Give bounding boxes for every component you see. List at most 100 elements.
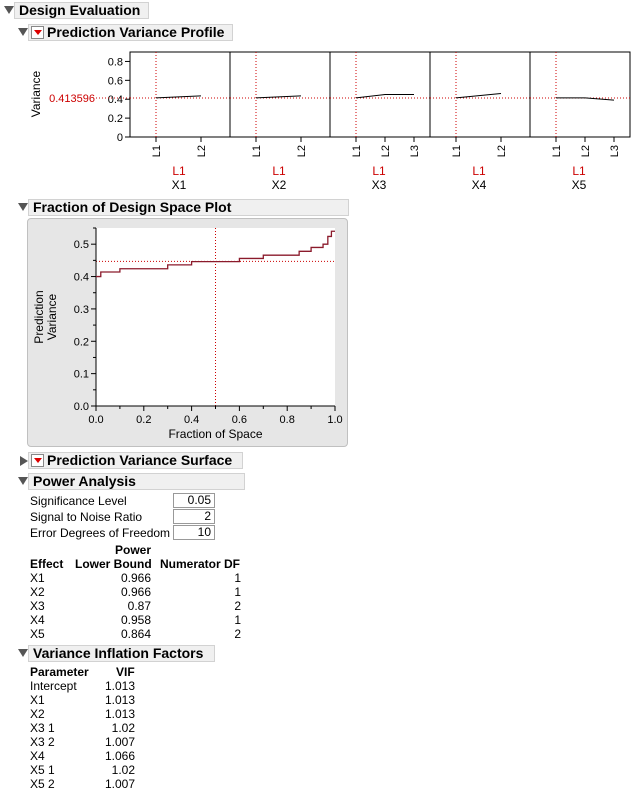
profile-x-tick-label: L1 bbox=[451, 145, 463, 157]
vif-parameter-cell: X5 1 bbox=[30, 763, 55, 777]
power-lower-bound-cell: 0.864 bbox=[120, 627, 151, 641]
profile-panel bbox=[229, 51, 331, 138]
vif-value-cell: 1.013 bbox=[104, 707, 135, 721]
numerator-df-column-header: Numerator DF bbox=[160, 557, 241, 571]
profile-factor-current: L1 bbox=[572, 164, 586, 178]
profile-trace bbox=[556, 97, 615, 101]
profile-panel bbox=[429, 51, 531, 138]
profile-y-tick-label: 0 bbox=[117, 132, 123, 144]
expand-triangle-icon[interactable] bbox=[20, 456, 28, 466]
design-evaluation-header[interactable]: Design Evaluation bbox=[14, 2, 149, 19]
vif-value-cell: 1.02 bbox=[111, 721, 135, 735]
power-effect-cell: X4 bbox=[30, 613, 45, 627]
profile-x-tick-label: L2 bbox=[296, 145, 308, 157]
profile-x-tick-label: L1 bbox=[251, 145, 263, 157]
red-menu-icon[interactable] bbox=[31, 454, 44, 467]
vif-parameter-cell: X1 bbox=[30, 693, 45, 707]
vif-parameter-cell: X2 bbox=[30, 707, 45, 721]
profile-x-tick-label: L3 bbox=[609, 145, 621, 157]
collapse-triangle-icon[interactable] bbox=[18, 477, 28, 485]
fds-x-tick-label: 0.0 bbox=[88, 414, 103, 426]
fds-x-axis-label: Fraction of Space bbox=[168, 427, 262, 441]
section-title: Fraction of Design Space Plot bbox=[33, 199, 232, 215]
fds-y-tick-label: 0.4 bbox=[74, 272, 89, 284]
power-column-header: Power bbox=[115, 543, 152, 557]
section-title: Power Analysis bbox=[33, 473, 136, 489]
profile-y-tick-label: 0.8 bbox=[108, 56, 123, 68]
fds-x-tick-label: 0.6 bbox=[232, 414, 247, 426]
profile-factor-current: L1 bbox=[472, 164, 486, 178]
power-analysis-header[interactable]: Power Analysis bbox=[28, 473, 245, 490]
collapse-triangle-icon[interactable] bbox=[18, 28, 28, 36]
profile-panel bbox=[129, 51, 231, 138]
vif-value-cell: 1.066 bbox=[104, 749, 135, 763]
profile-x-tick-label: L2 bbox=[496, 145, 508, 157]
fraction-of-design-space-header[interactable]: Fraction of Design Space Plot bbox=[28, 199, 349, 216]
fds-x-tick-label: 0.2 bbox=[136, 414, 151, 426]
vif-value-cell: 1.007 bbox=[104, 735, 135, 749]
profile-factor-name: X2 bbox=[272, 178, 287, 192]
power-numerator-df-cell: 1 bbox=[234, 571, 241, 585]
profile-trace bbox=[255, 95, 302, 99]
section-title: Design Evaluation bbox=[19, 2, 141, 18]
profile-factor-name: X3 bbox=[372, 178, 387, 192]
profile-y-tick-label: 0.6 bbox=[108, 75, 123, 87]
red-menu-icon[interactable] bbox=[31, 26, 44, 39]
profile-factor-current: L1 bbox=[272, 164, 286, 178]
section-title: Variance Inflation Factors bbox=[33, 645, 204, 661]
power-numerator-df-cell: 2 bbox=[234, 599, 241, 613]
profile-trace bbox=[155, 95, 202, 99]
profile-y-tick-label: 0.4 bbox=[108, 94, 123, 106]
power-effect-cell: X5 bbox=[30, 627, 45, 641]
collapse-triangle-icon[interactable] bbox=[4, 6, 14, 14]
power-effect-cell: X1 bbox=[30, 571, 45, 585]
vif-parameter-cell: X5 2 bbox=[30, 777, 55, 791]
prediction-variance-profile-header[interactable]: Prediction Variance Profile bbox=[28, 24, 233, 41]
fds-y-tick-label: 0.0 bbox=[74, 401, 89, 413]
profile-x-tick-label: L1 bbox=[151, 145, 163, 157]
error-df-input[interactable]: 10 bbox=[173, 525, 215, 540]
fds-y-axis-label-line2: Variance bbox=[45, 293, 59, 340]
profile-factor-name: X5 bbox=[572, 178, 587, 192]
fds-plot-area bbox=[96, 228, 335, 406]
fds-x-tick-label: 1.0 bbox=[327, 414, 342, 426]
profile-x-tick-label: L3 bbox=[409, 145, 421, 157]
profile-trace bbox=[355, 94, 414, 99]
signal-to-noise-input[interactable]: 2 bbox=[173, 509, 215, 524]
fds-y-tick-label: 0.5 bbox=[74, 239, 89, 251]
power-lower-bound-cell: 0.966 bbox=[120, 571, 151, 585]
collapse-triangle-icon[interactable] bbox=[18, 649, 28, 657]
profile-y-tick-label: 0.2 bbox=[108, 113, 123, 125]
vif-parameter-cell: X3 1 bbox=[30, 721, 55, 735]
power-lower-bound-cell: 0.966 bbox=[120, 585, 151, 599]
significance-level-input[interactable]: 0.05 bbox=[173, 493, 215, 508]
profile-x-tick-label: L2 bbox=[380, 145, 392, 157]
fds-x-tick-label: 0.8 bbox=[280, 414, 295, 426]
profile-trace bbox=[455, 93, 502, 99]
profile-x-tick-label: L1 bbox=[351, 145, 363, 157]
profile-x-tick-label: L2 bbox=[196, 145, 208, 157]
variance-inflation-factors-header[interactable]: Variance Inflation Factors bbox=[28, 645, 215, 662]
vif-value-cell: 1.02 bbox=[111, 763, 135, 777]
vif-value-cell: 1.013 bbox=[104, 693, 135, 707]
collapse-triangle-icon[interactable] bbox=[18, 203, 28, 211]
fraction-of-design-space-chart: 0.0 0.1 0.2 0.3 0.4 0.5 0.0 0.2 0.4 0.6 0.8 1.0 Frac… bbox=[32, 227, 343, 441]
power-effect-cell: X3 bbox=[30, 599, 45, 613]
fds-y-tick-label: 0.1 bbox=[74, 369, 89, 381]
fds-y-axis-label-line1: Prediction bbox=[32, 290, 46, 343]
lower-bound-column-header: Lower Bound bbox=[75, 557, 152, 571]
effect-column-header: Effect bbox=[30, 557, 64, 571]
profile-y-axis-label: Variance bbox=[29, 70, 43, 117]
power-numerator-df-cell: 1 bbox=[234, 585, 241, 599]
fds-y-tick-label: 0.3 bbox=[74, 304, 89, 316]
signal-to-noise-label: Signal to Noise Ratio bbox=[30, 510, 143, 524]
profile-factor-current: L1 bbox=[172, 164, 186, 178]
significance-level-label: Significance Level bbox=[30, 494, 127, 508]
vif-parameter-cell: X3 2 bbox=[30, 735, 55, 749]
vif-column-header: VIF bbox=[116, 665, 135, 679]
power-numerator-df-cell: 2 bbox=[234, 627, 241, 641]
profile-factor-current: L1 bbox=[372, 164, 386, 178]
profile-factor-name: X4 bbox=[472, 178, 487, 192]
vif-value-cell: 1.013 bbox=[104, 679, 135, 693]
prediction-variance-surface-header[interactable]: Prediction Variance Surface bbox=[28, 452, 243, 469]
